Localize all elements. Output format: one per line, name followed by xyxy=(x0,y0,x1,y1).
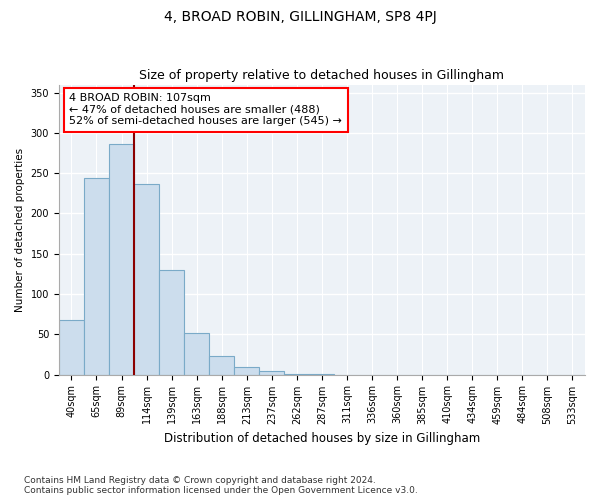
Bar xyxy=(184,332,209,374)
Y-axis label: Number of detached properties: Number of detached properties xyxy=(15,148,25,312)
Title: Size of property relative to detached houses in Gillingham: Size of property relative to detached ho… xyxy=(139,69,505,82)
Bar xyxy=(134,184,159,374)
Bar xyxy=(159,270,184,374)
Text: Contains HM Land Registry data © Crown copyright and database right 2024.
Contai: Contains HM Land Registry data © Crown c… xyxy=(24,476,418,495)
Bar xyxy=(84,178,109,374)
X-axis label: Distribution of detached houses by size in Gillingham: Distribution of detached houses by size … xyxy=(164,432,480,445)
Text: 4 BROAD ROBIN: 107sqm
← 47% of detached houses are smaller (488)
52% of semi-det: 4 BROAD ROBIN: 107sqm ← 47% of detached … xyxy=(70,94,342,126)
Bar xyxy=(234,366,259,374)
Bar xyxy=(59,320,84,374)
Bar xyxy=(109,144,134,374)
Bar xyxy=(259,372,284,374)
Text: 4, BROAD ROBIN, GILLINGHAM, SP8 4PJ: 4, BROAD ROBIN, GILLINGHAM, SP8 4PJ xyxy=(164,10,436,24)
Bar xyxy=(209,356,234,374)
